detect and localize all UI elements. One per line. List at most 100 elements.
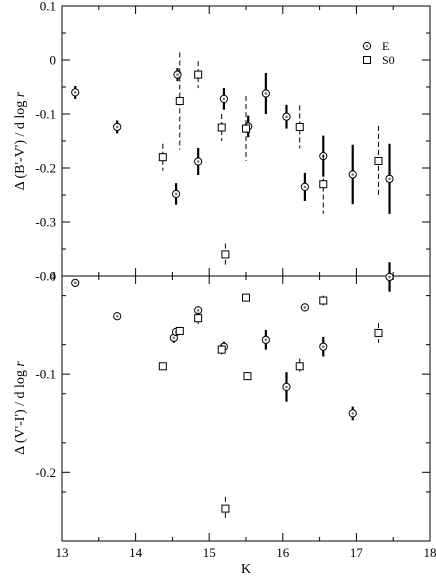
e-point <box>348 144 357 205</box>
bottom-y-axis-label: Δ (V'-I') / d log r <box>13 361 28 455</box>
s0-point <box>158 143 167 171</box>
e-marker-center <box>285 115 288 118</box>
e-point <box>300 172 309 201</box>
e-marker-center <box>73 91 77 94</box>
x-tick-label: 15 <box>203 545 216 560</box>
e-marker-center <box>196 160 200 163</box>
x-tick-label: 17 <box>350 545 364 560</box>
e-marker-center <box>264 92 268 95</box>
s0-point <box>194 61 203 89</box>
e-marker-center <box>73 281 77 285</box>
e-point <box>282 372 291 402</box>
e-point <box>300 303 309 312</box>
y-tick-label: -0.2 <box>35 465 56 480</box>
e-marker-center <box>351 412 355 415</box>
y-tick-label: 0.1 <box>40 0 56 14</box>
e-point <box>113 312 122 321</box>
s0-marker <box>242 124 250 133</box>
x-tick-label: 16 <box>276 545 290 560</box>
s0-marker <box>221 250 230 259</box>
top-panel: 0.1 0 -0.1 -0.2 -0.3 -0.4 Δ (B'-V') / d log r… <box>13 0 431 284</box>
s0-point <box>243 372 252 381</box>
s0-marker <box>243 372 252 381</box>
y-tick-label: -0.1 <box>35 107 56 122</box>
e-point <box>319 336 328 357</box>
e-marker-center <box>388 177 391 181</box>
s0-marker <box>158 153 167 162</box>
top-panel-marks <box>71 52 394 266</box>
s0-point <box>175 326 184 335</box>
legend-marker-s0 <box>363 56 371 64</box>
e-point <box>71 278 80 287</box>
s0-marker <box>158 362 167 371</box>
e-point <box>261 72 270 114</box>
y-tick-label: 0 <box>50 53 57 68</box>
e-marker-center <box>174 192 178 196</box>
legend: E S0 <box>362 39 395 67</box>
s0-point <box>217 344 226 355</box>
s0-marker <box>217 345 226 354</box>
s0-point <box>319 295 328 306</box>
top-y-axis-label-main: Δ (B'-V') / d log <box>13 97 28 190</box>
y-tick-label: -0.3 <box>35 215 56 230</box>
e-marker-center <box>303 306 307 309</box>
legend-label-e: E <box>382 39 389 53</box>
x-axis-label: K <box>241 562 251 577</box>
s0-marker <box>319 180 328 189</box>
bottom-y-axis-label-main: Δ (V'-I') / d log <box>13 367 28 455</box>
s0-marker <box>221 504 230 513</box>
e-point <box>348 406 357 421</box>
s0-marker <box>242 293 250 302</box>
e-marker-center <box>172 336 176 340</box>
e-marker-center <box>196 309 200 312</box>
bottom-panel-ticks <box>61 275 431 542</box>
s0-point <box>217 114 226 141</box>
s0-point <box>175 52 184 150</box>
s0-marker <box>194 70 203 79</box>
e-marker-center <box>115 314 119 318</box>
e-marker-center <box>321 345 325 348</box>
e-point <box>282 104 291 129</box>
s0-marker <box>319 296 328 305</box>
s0-marker <box>175 97 184 106</box>
e-point <box>261 329 270 350</box>
e-point <box>71 85 80 99</box>
e-point <box>171 183 181 205</box>
y-tick-label: -0.2 <box>35 161 56 176</box>
s0-point <box>319 154 328 214</box>
bottom-panel: 0 -0.1 -0.2 13 14 15 16 17 18 Δ (V'-I') / d log … <box>13 262 436 577</box>
s0-marker <box>374 156 383 165</box>
y-tick-label: -0.4 <box>35 269 56 284</box>
e-point <box>385 262 394 292</box>
s0-point <box>194 312 203 325</box>
top-panel-tick-labels: 0.1 0 -0.1 -0.2 -0.3 -0.4 <box>35 0 56 284</box>
s0-marker <box>194 314 203 323</box>
s0-point <box>374 125 383 197</box>
e-point <box>219 88 229 110</box>
e-marker-center <box>303 185 307 189</box>
e-point <box>113 120 122 134</box>
x-tick-label: 14 <box>129 545 143 560</box>
s0-point <box>295 358 304 375</box>
top-y-axis-label-var: r <box>13 91 28 97</box>
e-marker-center <box>388 275 391 279</box>
e-point <box>385 143 394 214</box>
e-marker-center <box>264 338 268 342</box>
legend-marker-e-center <box>365 44 369 48</box>
s0-point <box>221 496 230 521</box>
s0-point <box>374 323 383 343</box>
y-tick-label: 0 <box>50 269 57 284</box>
s0-marker <box>295 362 304 371</box>
s0-marker <box>295 122 304 131</box>
bottom-panel-tick-labels: 0 -0.1 -0.2 13 14 15 16 17 18 <box>35 269 436 561</box>
y-tick-label: -0.1 <box>35 367 56 382</box>
legend-label-s0: S0 <box>382 53 395 67</box>
e-marker-center <box>285 385 288 389</box>
bottom-panel-marks <box>71 262 394 521</box>
s0-marker <box>175 326 184 335</box>
x-tick-label: 18 <box>424 545 436 560</box>
e-marker-center <box>351 173 355 176</box>
s0-marker <box>217 123 226 132</box>
e-marker-center <box>115 125 119 129</box>
